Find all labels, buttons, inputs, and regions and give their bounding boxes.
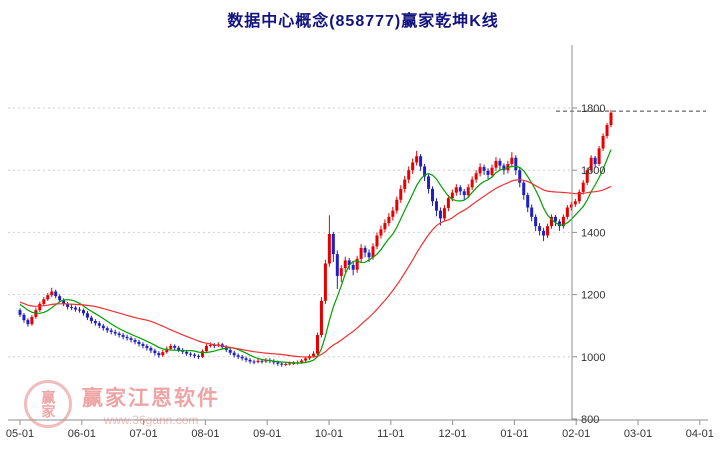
y-tick-label: 1400 <box>581 227 605 239</box>
x-tick-label: 08-01 <box>191 428 219 440</box>
y-tick-label: 800 <box>581 414 599 426</box>
x-tick-label: 03-01 <box>624 428 652 440</box>
candles <box>18 110 613 367</box>
x-tick-label: 02-01 <box>562 428 590 440</box>
x-tick-label: 07-01 <box>130 428 158 440</box>
x-tick-label: 06-01 <box>68 428 96 440</box>
y-tick-label: 1800 <box>581 103 605 115</box>
watermark-text: 赢家江恩软件 www.36gann.com <box>82 382 220 427</box>
x-tick-label: 11-01 <box>377 428 404 440</box>
grid-lines <box>8 107 572 358</box>
y-axis-labels: 1800 1600 1400 1200 1000 800 <box>581 103 605 426</box>
watermark-brand: 赢家江恩软件 <box>82 386 220 410</box>
x-tick-label: 01-01 <box>500 428 528 440</box>
ma-fast-line <box>19 149 612 364</box>
x-tick-label: 04-01 <box>686 428 714 440</box>
ma-lines <box>19 149 612 364</box>
x-tick-label: 10-01 <box>315 428 343 440</box>
brand-logo-icon: 赢家 <box>24 380 72 428</box>
y-tick-label: 1200 <box>581 290 605 302</box>
x-tick-label: 12-01 <box>439 428 467 440</box>
x-tick-label: 09-01 <box>253 428 281 440</box>
brand-logo-text: 赢家 <box>40 390 57 418</box>
ma-slow-line <box>19 179 612 358</box>
chart-title: 数据中心概念(858777)赢家乾坤K线 <box>227 13 499 30</box>
watermark: 赢家 赢家江恩软件 www.36gann.com <box>24 380 220 428</box>
y-tick-label: 1000 <box>581 352 605 364</box>
x-tick-label: 05-01 <box>6 428 34 440</box>
x-axis-labels: 05-01 06-01 07-01 08-01 09-01 10-01 11-01 12-01… <box>6 428 714 440</box>
axis-lines <box>8 45 708 425</box>
y-tick-label: 1600 <box>581 165 605 177</box>
